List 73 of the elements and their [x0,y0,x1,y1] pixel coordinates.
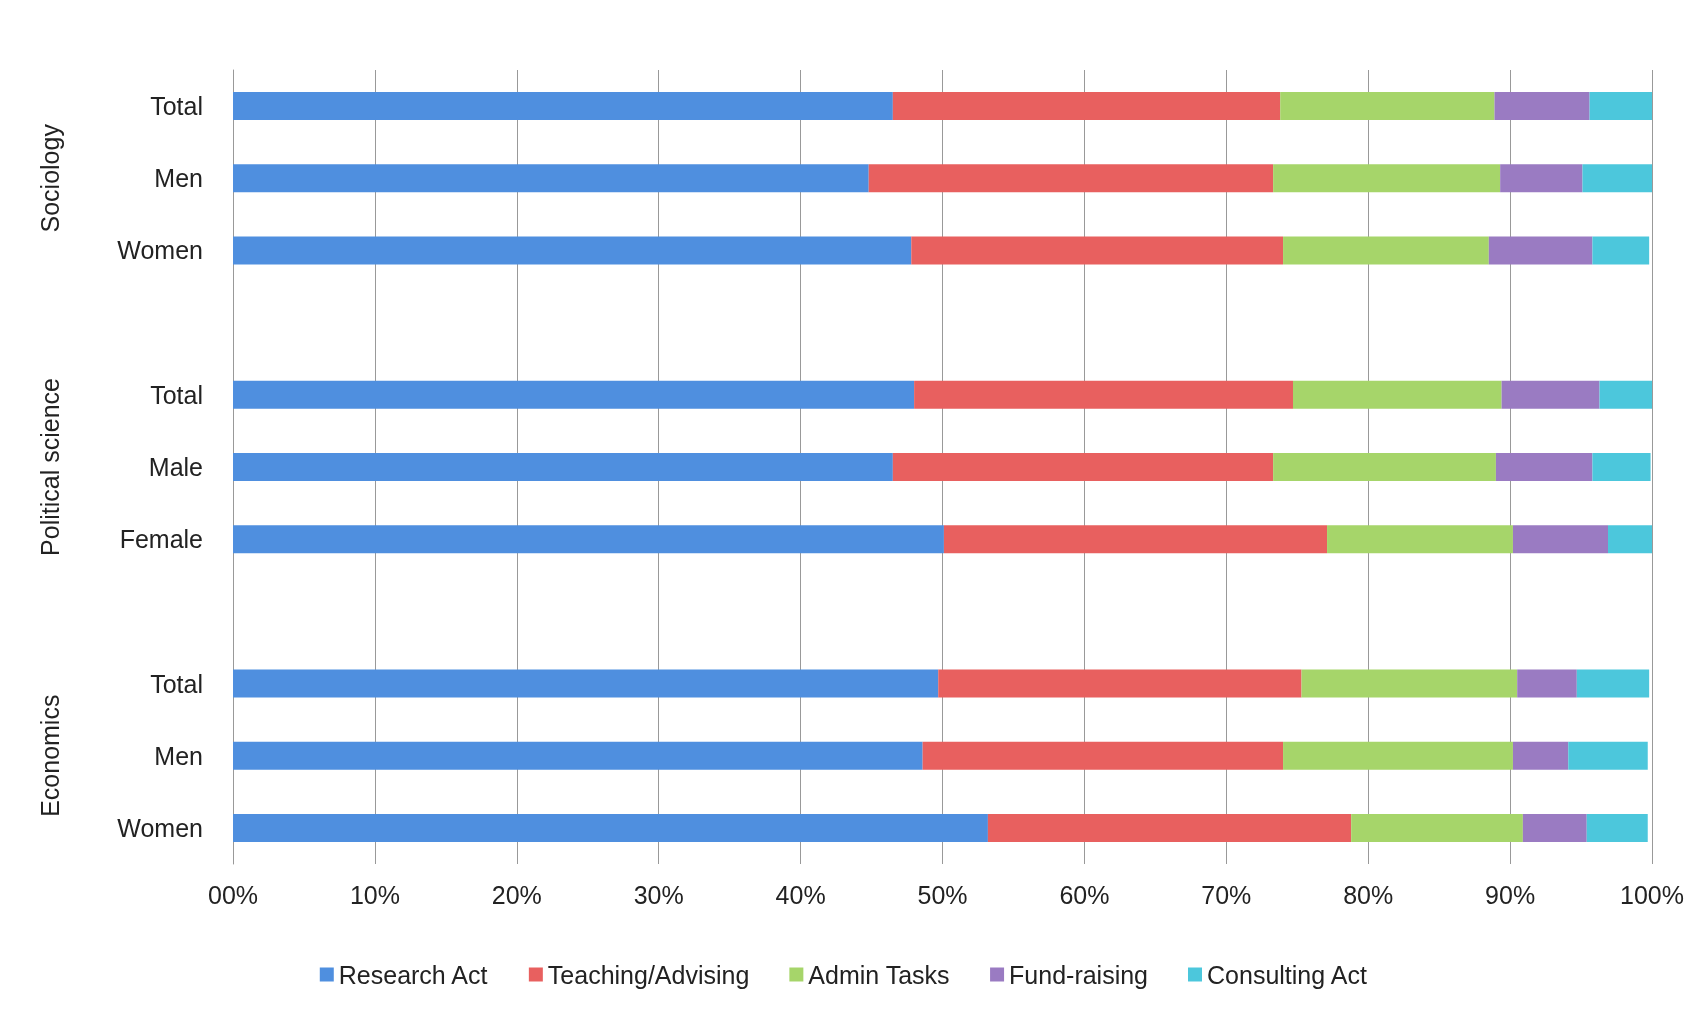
bar [1512,741,1569,770]
legend-label: Consulting Act [1207,960,1367,989]
bar [1351,813,1523,842]
bar [1568,741,1648,770]
bar [233,741,923,770]
bar [1273,453,1496,481]
bar [922,741,1284,770]
bar [943,525,1328,554]
y-tick-label: Men [154,164,203,193]
bar [1501,380,1600,409]
bar [1592,236,1650,265]
bar [1582,164,1652,193]
bar [868,164,1274,193]
x-tick-label: 90% [1485,880,1536,909]
x-tick-label: 30% [633,880,684,909]
x-tick-label: 50% [917,880,968,909]
bar [914,380,1293,409]
bar [1280,92,1495,121]
bar [1512,525,1609,554]
bar [892,92,1281,121]
bar [1586,813,1648,842]
bar [233,236,912,265]
bar [1592,453,1651,481]
text: Political science [36,378,64,556]
bar [233,380,915,409]
bar [1495,453,1593,481]
bar [938,669,1302,698]
bar [233,813,988,842]
bar [1599,380,1652,409]
bar [892,453,1274,481]
bar [233,453,893,481]
y-tick-label: Women [117,813,203,842]
bar [1301,669,1518,698]
x-tick-label: 100% [1620,880,1684,909]
y-tick-label: Total [150,380,203,409]
bar [987,813,1352,842]
bar [1522,813,1587,842]
bar [233,525,944,554]
bar [1283,741,1513,770]
x-tick-label: 70% [1201,880,1252,909]
text: Sociology [36,123,64,233]
legend-label: Research Act [338,960,488,989]
bar [1576,669,1650,698]
y-tick-label: Female [119,525,203,554]
bar [233,164,869,193]
x-tick-label: 00% [207,880,259,909]
y-tick-label: Men [154,741,203,770]
bar [1589,92,1652,121]
bar [233,669,939,698]
x-tick-label: 20% [491,880,542,909]
legend-label: Fund-raising [1009,960,1149,989]
y-tick-label: Total [150,92,203,121]
bar [1500,164,1583,193]
bar [1517,669,1577,698]
legend-label: Teaching/Advising [547,960,750,989]
x-tick-label: 80% [1343,880,1394,909]
y-tick-label: Total [150,669,203,698]
bar [1488,236,1593,265]
legend-label: Admin Tasks [808,960,950,989]
bar [1494,92,1590,121]
bar [1292,380,1502,409]
bar [1283,236,1489,265]
bar [1273,164,1501,193]
x-tick-label: 60% [1059,880,1110,909]
y-tick-label: Male [148,453,203,481]
x-tick-label: 10% [349,880,400,909]
x-tick-label: 40% [775,880,826,909]
bar [1608,525,1652,554]
bar [233,92,893,121]
bar [911,236,1284,265]
text: Economics [36,694,64,817]
bar [1327,525,1513,554]
y-tick-label: Women [117,236,203,265]
